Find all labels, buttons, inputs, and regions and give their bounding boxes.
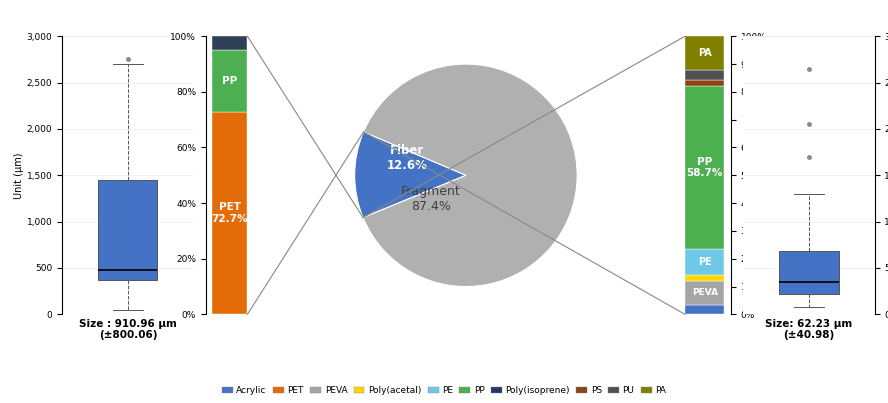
Bar bbox=[685, 86, 725, 249]
Wedge shape bbox=[363, 64, 577, 287]
Legend: Acrylic, PET, PEVA, Poly(acetal), PE, PP, Poly(isoprene), PS, PU, PA: Acrylic, PET, PEVA, Poly(acetal), PE, PP… bbox=[218, 382, 670, 399]
Text: Fiber
12.6%: Fiber 12.6% bbox=[387, 144, 428, 172]
Text: PP: PP bbox=[222, 76, 237, 86]
Bar bbox=[685, 249, 725, 275]
Text: PA: PA bbox=[698, 48, 711, 58]
Text: Fragment
87.4%: Fragment 87.4% bbox=[400, 185, 461, 212]
Bar bbox=[211, 50, 248, 112]
Y-axis label: Unit (μm): Unit (μm) bbox=[14, 152, 24, 199]
Bar bbox=[685, 281, 725, 305]
Text: PE: PE bbox=[698, 257, 711, 267]
X-axis label: Size: 62.23 μm
(±40.98): Size: 62.23 μm (±40.98) bbox=[765, 318, 852, 340]
Bar bbox=[685, 275, 725, 281]
Text: PET
72.7%: PET 72.7% bbox=[211, 202, 248, 224]
X-axis label: Size : 910.96 μm
(±800.06): Size : 910.96 μm (±800.06) bbox=[79, 318, 177, 340]
PathPatch shape bbox=[780, 251, 838, 294]
Bar bbox=[685, 305, 725, 314]
Bar bbox=[685, 36, 725, 71]
Bar bbox=[685, 80, 725, 86]
Text: PEVA: PEVA bbox=[692, 288, 718, 297]
PathPatch shape bbox=[99, 180, 157, 280]
Text: PP
58.7%: PP 58.7% bbox=[686, 157, 723, 178]
Bar bbox=[211, 112, 248, 314]
Bar bbox=[211, 36, 248, 50]
Wedge shape bbox=[354, 132, 466, 218]
Bar bbox=[685, 71, 725, 80]
